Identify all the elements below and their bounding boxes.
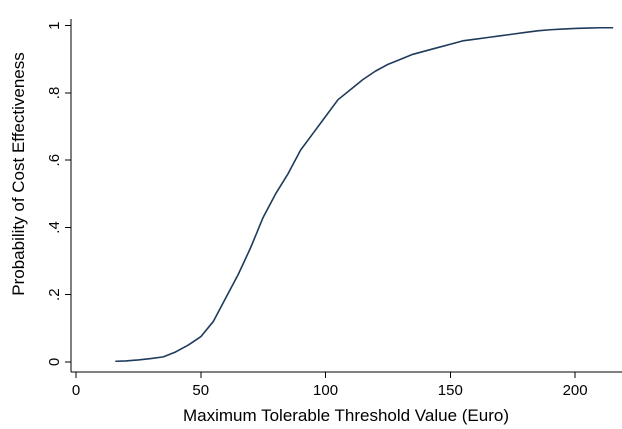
y-tick-label: .2 xyxy=(46,288,63,301)
ticks: 0 50 100 150 200 0 .2 .4 .6 .8 1 xyxy=(46,22,588,399)
x-tick-label: 100 xyxy=(313,382,338,399)
axes xyxy=(70,19,622,373)
x-tick-label: 200 xyxy=(563,382,588,399)
y-tick-label: 1 xyxy=(46,22,63,30)
y-tick-label: .4 xyxy=(46,221,63,234)
x-tick-label: 0 xyxy=(72,382,80,399)
x-axis-title: Maximum Tolerable Threshold Value (Euro) xyxy=(183,406,509,425)
x-tick-label: 50 xyxy=(192,382,209,399)
series xyxy=(115,26,614,363)
y-tick-label: 0 xyxy=(46,358,63,366)
y-axis-title: Probability of Cost Effectiveness xyxy=(9,52,28,295)
y-tick-label: .8 xyxy=(46,87,63,100)
x-tick-label: 150 xyxy=(438,382,463,399)
series-line xyxy=(115,26,614,363)
y-tick-label: .6 xyxy=(46,154,63,167)
